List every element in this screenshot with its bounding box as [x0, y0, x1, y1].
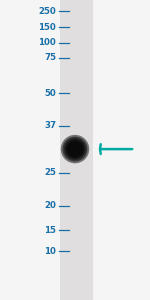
Ellipse shape [63, 136, 87, 162]
Ellipse shape [61, 135, 89, 163]
Ellipse shape [64, 138, 86, 160]
Text: 100: 100 [39, 38, 56, 47]
Text: 50: 50 [45, 88, 56, 98]
Ellipse shape [67, 141, 83, 157]
Text: 75: 75 [44, 53, 56, 62]
Ellipse shape [73, 147, 77, 151]
Ellipse shape [68, 142, 82, 156]
Ellipse shape [71, 146, 79, 153]
Text: 150: 150 [39, 22, 56, 32]
Text: 250: 250 [39, 7, 56, 16]
Text: 25: 25 [44, 168, 56, 177]
Ellipse shape [66, 140, 84, 158]
Bar [60, 0, 93, 300]
Text: 20: 20 [44, 201, 56, 210]
Text: 15: 15 [44, 226, 56, 235]
Ellipse shape [70, 144, 80, 154]
Text: 10: 10 [44, 247, 56, 256]
Text: 37: 37 [44, 122, 56, 130]
